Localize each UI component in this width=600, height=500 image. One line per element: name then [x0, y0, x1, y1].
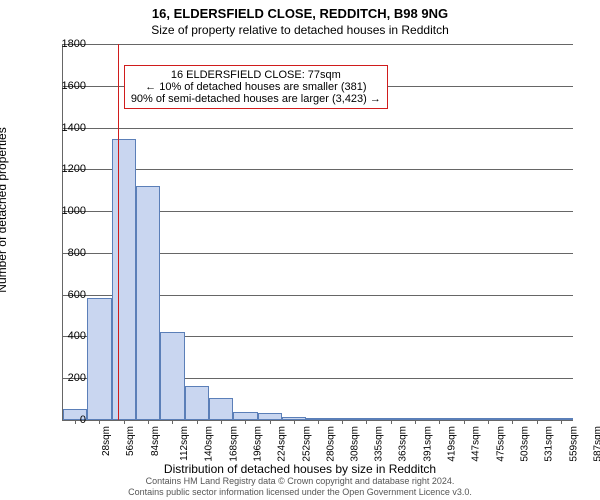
x-tick-label: 84sqm — [150, 426, 161, 456]
x-tick-mark — [512, 420, 513, 424]
x-tick-label: 168sqm — [228, 426, 239, 462]
histogram-bar — [160, 332, 184, 420]
x-tick-label: 531sqm — [544, 426, 555, 462]
y-tick-label: 1600 — [46, 80, 86, 92]
y-axis-label: Number of detached properties — [0, 127, 9, 292]
x-tick-mark — [464, 420, 465, 424]
x-tick-mark — [366, 420, 367, 424]
plot-area: 28sqm56sqm84sqm112sqm140sqm168sqm196sqm2… — [62, 44, 573, 421]
x-tick-mark — [99, 420, 100, 424]
x-tick-label: 503sqm — [519, 426, 530, 462]
histogram-bar — [136, 186, 160, 420]
y-tick-label: 1000 — [46, 205, 86, 217]
y-tick-label: 400 — [46, 330, 86, 342]
x-tick-label: 308sqm — [350, 426, 361, 462]
histogram-bar — [258, 413, 282, 420]
x-tick-label: 363sqm — [398, 426, 409, 462]
x-tick-label: 587sqm — [592, 426, 600, 462]
annotation-line-3: 90% of semi-detached houses are larger (… — [131, 93, 381, 105]
x-tick-mark — [537, 420, 538, 424]
x-tick-label: 224sqm — [277, 426, 288, 462]
x-tick-label: 112sqm — [179, 426, 190, 461]
histogram-bar — [209, 398, 233, 420]
x-tick-label: 140sqm — [204, 426, 215, 462]
x-tick-mark — [488, 420, 489, 424]
annotation-line-2: ← 10% of detached houses are smaller (38… — [131, 81, 381, 93]
footer-line-1: Contains HM Land Registry data © Crown c… — [0, 476, 600, 487]
y-tick-label: 1200 — [46, 163, 86, 175]
x-tick-label: 56sqm — [126, 426, 137, 456]
x-tick-mark — [342, 420, 343, 424]
marker-line — [118, 44, 119, 420]
x-tick-label: 196sqm — [253, 426, 264, 462]
histogram-bar — [185, 386, 209, 420]
x-tick-mark — [124, 420, 125, 424]
chart-subtitle: Size of property relative to detached ho… — [0, 21, 600, 37]
y-tick-label: 200 — [46, 372, 86, 384]
annotation-line-1: 16 ELDERSFIELD CLOSE: 77sqm — [131, 69, 381, 81]
x-tick-mark — [318, 420, 319, 424]
x-tick-mark — [415, 420, 416, 424]
x-tick-label: 28sqm — [101, 426, 112, 456]
x-tick-label: 559sqm — [568, 426, 579, 462]
x-tick-mark — [391, 420, 392, 424]
x-tick-mark — [172, 420, 173, 424]
annotation-box: 16 ELDERSFIELD CLOSE: 77sqm ← 10% of det… — [124, 65, 388, 109]
y-tick-label: 1400 — [46, 122, 86, 134]
x-tick-label: 447sqm — [471, 426, 482, 462]
x-tick-mark — [221, 420, 222, 424]
x-tick-label: 475sqm — [495, 426, 506, 462]
y-tick-label: 1800 — [46, 38, 86, 50]
x-tick-mark — [197, 420, 198, 424]
x-tick-mark — [439, 420, 440, 424]
histogram-bar — [112, 139, 136, 420]
x-tick-label: 280sqm — [326, 426, 337, 462]
x-tick-mark — [561, 420, 562, 424]
chart-container: 16, ELDERSFIELD CLOSE, REDDITCH, B98 9NG… — [0, 0, 600, 500]
x-tick-mark — [294, 420, 295, 424]
x-tick-label: 419sqm — [446, 426, 457, 462]
y-tick-label: 600 — [46, 289, 86, 301]
x-axis-label: Distribution of detached houses by size … — [0, 462, 600, 476]
x-tick-label: 391sqm — [422, 426, 433, 462]
x-tick-label: 335sqm — [373, 426, 384, 462]
x-tick-mark — [270, 420, 271, 424]
histogram-bar — [87, 298, 111, 420]
attribution-footer: Contains HM Land Registry data © Crown c… — [0, 476, 600, 498]
y-tick-label: 800 — [46, 247, 86, 259]
x-tick-mark — [148, 420, 149, 424]
x-tick-label: 252sqm — [301, 426, 312, 462]
y-tick-label: 0 — [46, 414, 86, 426]
x-tick-mark — [245, 420, 246, 424]
histogram-bar — [233, 412, 257, 420]
chart-title: 16, ELDERSFIELD CLOSE, REDDITCH, B98 9NG — [0, 0, 600, 21]
footer-line-2: Contains public sector information licen… — [0, 487, 600, 498]
